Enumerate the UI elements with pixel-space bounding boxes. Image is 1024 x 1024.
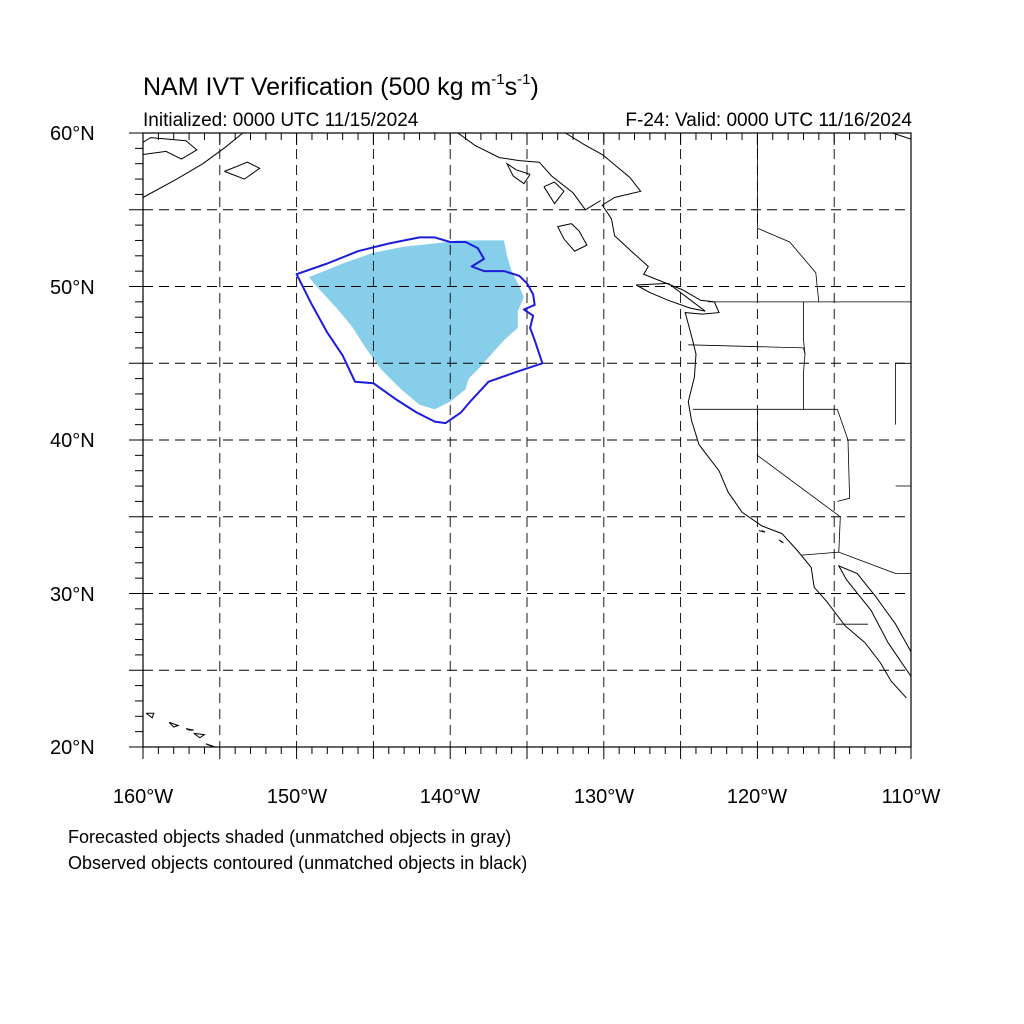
lon-label-120w: 120°W	[726, 786, 788, 808]
observed-object-contour	[295, 236, 544, 425]
lat-label-60n: 60°N	[50, 123, 95, 145]
border-segment	[803, 301, 806, 410]
coastline-segment	[758, 530, 766, 533]
coastline-segment	[143, 133, 244, 198]
coastline-segment	[205, 743, 217, 747]
lon-label-110w: 110°W	[881, 786, 941, 808]
initialized-time: Initialized: 0000 UTC 11/15/2024	[143, 110, 419, 131]
coastline-layer	[143, 133, 911, 747]
coastline-segment	[185, 728, 194, 731]
observed-layer	[295, 236, 544, 425]
title-mid: s	[504, 73, 518, 101]
coastline-segment	[145, 712, 155, 719]
lon-label-130w: 130°W	[573, 786, 635, 808]
coastline-segment	[143, 137, 198, 160]
legend-forecast-note: Forecasted objects shaded (unmatched obj…	[68, 827, 512, 847]
page-title: NAM IVT Verification (500 kg m-1s-1)	[143, 70, 539, 104]
border-segment	[688, 344, 806, 355]
lat-label-20n: 20°N	[50, 737, 95, 759]
legend-observed-note: Observed objects contoured (unmatched ob…	[68, 853, 528, 873]
lat-label-50n: 50°N	[50, 277, 95, 299]
lon-label-150w: 150°W	[266, 786, 328, 808]
border-segment	[801, 551, 911, 574]
lon-label-160w: 160°W	[112, 786, 174, 808]
valid-time: F-24: Valid: 0000 UTC 11/16/2024	[625, 110, 912, 131]
coastline-segment	[556, 223, 588, 252]
lat-label-40n: 40°N	[50, 430, 95, 452]
title-exponent-2: -1	[517, 71, 531, 88]
coastline-segment	[224, 161, 261, 180]
border-segment	[836, 409, 851, 502]
coastline-segment	[635, 282, 706, 312]
border-segment	[757, 409, 841, 553]
coastline-segment	[457, 133, 601, 211]
lat-label-30n: 30°N	[50, 584, 95, 606]
coastline-segment	[505, 162, 531, 185]
coastline-segment	[837, 564, 911, 677]
title-end: )	[530, 73, 539, 101]
forecast-object-shaded	[308, 240, 524, 410]
gridline-layer	[143, 133, 911, 747]
border-segment	[757, 133, 820, 302]
coastline-segment	[778, 539, 784, 544]
title-main: NAM IVT Verification (500 kg m	[143, 73, 492, 101]
title-exponent-1: -1	[491, 71, 505, 88]
coastline-segment	[193, 732, 206, 739]
border-segment	[895, 362, 911, 425]
tick-layer	[129, 132, 912, 759]
lon-label-140w: 140°W	[419, 786, 481, 808]
coastline-segment	[168, 721, 180, 728]
coastline-segment	[565, 133, 907, 699]
coastline-segment	[543, 181, 565, 205]
forecast-layer	[308, 240, 524, 410]
